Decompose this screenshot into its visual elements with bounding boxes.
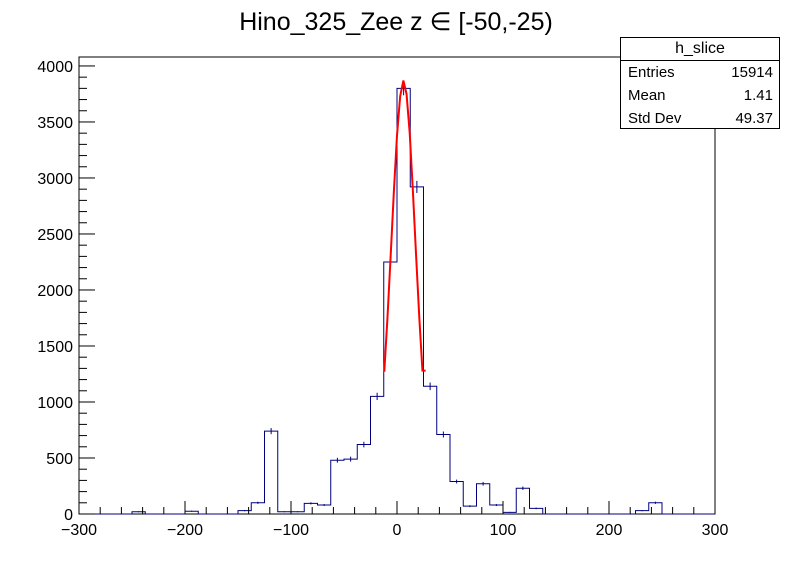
y-tick-label: 4000 [37,59,73,76]
x-tick-label: 0 [393,522,402,539]
stats-entries-value: 15914 [731,64,773,81]
x-tick-label: −200 [167,522,203,539]
chart-title: Hino_325_Zee z ∈ [-50,-25) [239,8,553,36]
x-tick-label: 300 [702,522,729,539]
x-axis-ticks: −300 −200 −100 0 100 200 300 [61,501,728,539]
y-axis-ticks: 0 500 1000 1500 2000 2500 3000 3500 4000 [37,59,95,524]
fit-curve [383,80,426,372]
y-tick-label: 2500 [37,227,73,244]
y-tick-label: 1500 [37,339,73,356]
stats-stddev-value: 49.37 [735,110,773,127]
y-tick-label: 3000 [37,171,73,188]
stats-mean-value: 1.41 [743,87,773,104]
y-tick-label: 1000 [37,395,73,412]
stats-row-entries: Entries 15914 [621,61,779,84]
stats-row-mean: Mean 1.41 [621,84,779,107]
fit-line [383,80,426,372]
x-tick-label: 100 [490,522,517,539]
stats-mean-label: Mean [628,87,666,104]
stats-entries-label: Entries [628,64,675,81]
stats-box: h_slice Entries 15914 Mean 1.41 Std Dev … [620,37,780,129]
y-tick-label: 3500 [37,115,73,132]
stats-title: h_slice [621,38,779,61]
x-tick-label: 200 [596,522,623,539]
y-tick-label: 500 [46,451,73,468]
y-tick-label: 2000 [37,283,73,300]
stats-stddev-label: Std Dev [628,110,682,127]
x-tick-label: −100 [273,522,309,539]
stats-row-stddev: Std Dev 49.37 [621,107,779,130]
y-tick-label: 0 [64,507,73,524]
x-tick-label: −300 [61,522,97,539]
histogram-bars [79,81,715,515]
histogram-outline [79,87,715,515]
